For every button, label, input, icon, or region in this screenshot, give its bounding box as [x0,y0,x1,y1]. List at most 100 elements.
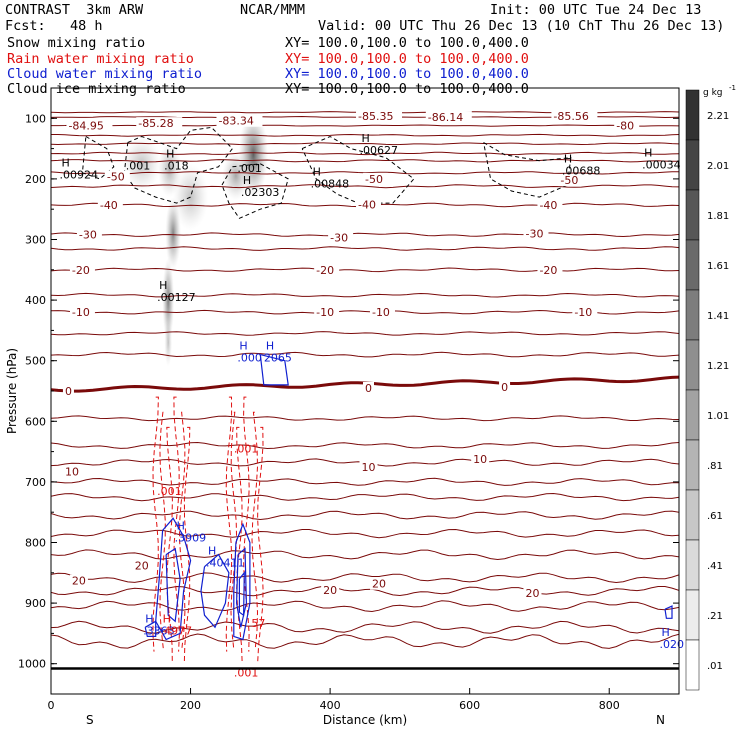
x-axis-label: Distance (km) [323,713,407,727]
isotherm-label-bg [69,574,88,587]
isotherm-label-bg [132,559,151,572]
colorbar-label: 1.81 [707,211,729,222]
isotherm-label: -50 [365,173,383,186]
extremum-marker: H [208,544,216,557]
extremum-marker: H [644,146,652,159]
extremum-value: .4977 [161,624,193,637]
isotherm-label-bg [62,385,74,397]
isotherm-line [51,246,679,251]
isotherm-label-bg [62,465,81,478]
isotherm-label: -50 [560,174,578,187]
extremum-value: .00034 [642,158,681,171]
isotherm-label-bg [363,381,374,394]
colorbar-swatch [685,639,700,691]
colorbar-swatch [685,489,700,541]
y-tick-label: 500 [25,355,46,368]
field-name-snow: Snow mixing ratio [7,35,146,51]
isotherm-line [51,600,679,613]
isotherm-label-bg [551,109,598,122]
x-tick-label: 200 [180,699,201,712]
isotherm-label: 20 [72,575,86,588]
extremum-value: .020 [660,638,685,651]
isotherm-label: -20 [72,264,90,277]
isotherm-label: -86.14 [428,111,463,124]
isotherm-label: -40 [539,199,557,212]
y-axis-label: Pressure (hPa) [5,348,19,434]
extremum-value: .02303 [241,186,280,199]
isotherm-label-bg [69,306,95,319]
colorbar-label: .41 [707,561,723,572]
rain-water-contour [257,426,264,664]
x-tick-label: 800 [599,699,620,712]
rain-water-contour [225,396,233,652]
isotherm-line [51,151,679,156]
colorbar-swatch [685,439,700,491]
isotherm-line [51,633,679,649]
cloud-water-contour [664,605,673,619]
isotherm-label: -20 [539,264,557,277]
extremum-value: .00127 [157,291,196,304]
colorbar-swatch [685,89,700,141]
isotherm-line [51,549,679,561]
isotherm-label-bg [66,119,113,132]
rain-water-contour [236,426,243,664]
isotherm-line [51,171,679,175]
rain-water-contour [173,396,180,652]
isotherm-label: -30 [525,227,543,240]
rain-water-contour [159,411,166,649]
isotherm-label: -85.56 [553,110,588,123]
extremum-marker: H [266,340,274,353]
extremum-value: .00924 [59,169,98,182]
isotherm-label-bg [314,306,340,319]
extremum-value: .001 [237,162,262,175]
cloud-water-contour [165,547,181,623]
isotherm-line [51,492,679,502]
forecast-hour: Fcst: 48 h [5,18,103,34]
colorbar-swatch [685,539,700,591]
colorbar-label: 1.01 [707,411,729,422]
x-tick-label: 0 [48,699,55,712]
model-title: CONTRAST 3km ARW [5,2,144,18]
isotherm-label: 20 [135,560,149,573]
isotherm-label: -84.95 [68,120,103,133]
isotherm-label: -10 [574,306,592,319]
isotherm-label-bg [425,111,472,124]
rain-water-contour [243,396,250,652]
extremum-marker: H [145,612,153,625]
snow-shading-blob [164,318,173,367]
isotherm-label-bg [321,583,340,596]
colorbar-label: .61 [707,511,723,522]
isotherm-label-bg [356,198,382,211]
snow-shading-blob [165,197,181,270]
isotherm-label: 0 [65,385,72,398]
extremum-marker: H [362,132,370,145]
rain-water-contour [251,411,259,649]
isotherm-label-bg [97,198,123,211]
isotherm-label: -83.34 [218,115,253,128]
extremum-value: .3909 [175,532,207,545]
colorbar-unit-exponent: -1 [729,84,736,92]
isotherm-label-bg [69,263,95,276]
isotherm-line [51,477,679,486]
rain-water-contour [183,426,191,664]
isotherm-label-bg [314,263,340,276]
field-xy-cloud-ice: XY= 100.0,100.0 to 100.0,400.0 [285,81,529,97]
isotherm-label: 0 [501,381,508,394]
field-name-cloud-water: Cloud water mixing ratio [7,66,203,82]
extremum-marker: H [313,166,321,179]
colorbar-label: .21 [707,611,723,622]
extremum-value: .00848 [311,178,350,191]
colorbar-swatch [685,139,700,191]
isotherm-label-bg [523,227,549,240]
cloud-ice-contour [221,163,289,219]
isotherm-label-bg [369,577,388,590]
init-time: Init: 00 UTC Tue 24 Dec 13 [490,2,702,18]
isotherm-label-bg [76,228,102,241]
y-tick-label: 900 [25,597,46,610]
rain-water-contour [230,411,238,649]
colorbar-label: 2.21 [707,111,729,122]
isotherm-line [51,158,679,163]
rain-water-contour [166,426,173,664]
cloud-water-contours [144,354,673,641]
